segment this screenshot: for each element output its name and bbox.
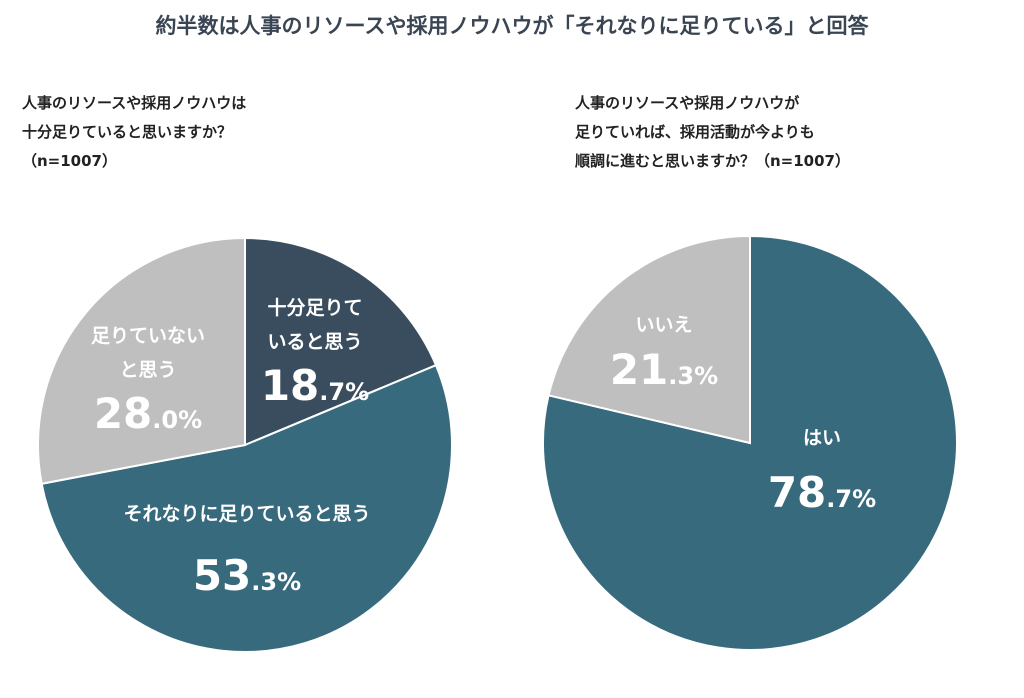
left-pie-slice-somewhat-sufficient [40,363,453,653]
left-slice-label-somewhat-sufficient: それなりに足りていると思う [123,503,370,525]
right-chart-question: 人事のリソースや採用ノウハウが 足りていれば、採用活動が今よりも 順調に進むと思… [575,94,850,170]
left-slice-value-insufficient: 28.0% [94,389,202,438]
left-pie-slice-sufficient [244,236,438,447]
left-slice-label-sufficient: いると思う [267,331,362,353]
left-slice-label-insufficient: と思う [119,359,176,381]
left-slice-value-sufficient: 18.7% [261,361,369,410]
left-chart-question: 人事のリソースや採用ノウハウは 十分足りていると思いますか？ （n=1007） [22,94,247,170]
left-slice-value-somewhat-sufficient: 53.3% [193,551,301,600]
left-slice-label-insufficient: 足りていない [91,325,205,347]
left-slice-label-sufficient: 十分足りて [267,296,362,319]
page-title: 約半数は人事のリソースや採用ノウハウが「それなりに足りている」と回答 [155,14,869,38]
left-pie-slice-insufficient [37,236,246,485]
